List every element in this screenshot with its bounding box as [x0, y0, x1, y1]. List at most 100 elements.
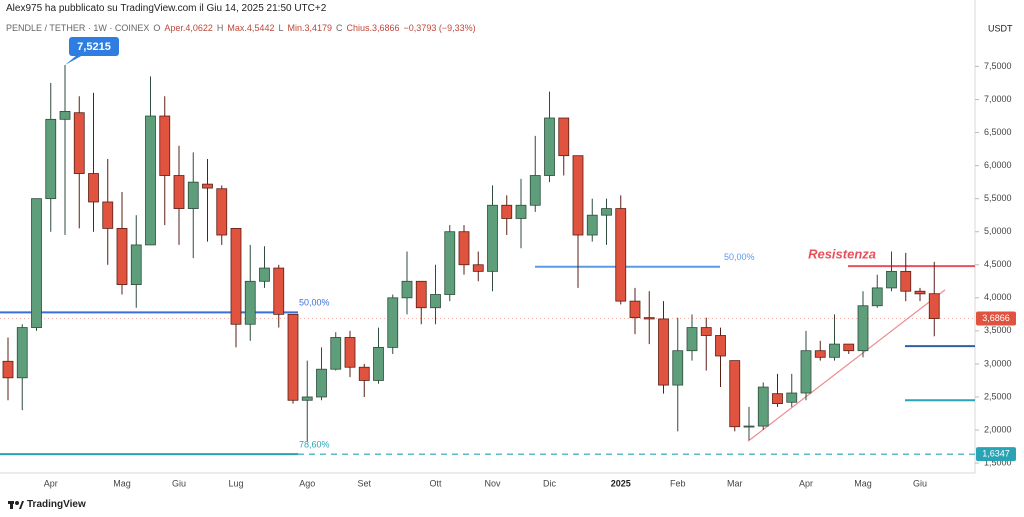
candle-body	[59, 110, 71, 120]
x-tick-label: Mag	[113, 478, 131, 488]
y-tick-label: 3,5000	[984, 325, 1012, 335]
candle-body	[914, 290, 926, 295]
candle-body	[202, 183, 213, 189]
y-tick-label: 7,5000	[984, 61, 1012, 71]
x-tick-label: Set	[357, 478, 371, 488]
price-label: 3,6866	[982, 313, 1010, 323]
x-tick-label: Nov	[484, 478, 501, 488]
level-label: 78,60%	[299, 440, 330, 450]
y-tick-label: 1,5000	[984, 457, 1012, 467]
candle-body	[700, 327, 712, 336]
ohlc-item: O	[153, 23, 161, 33]
price-label-box	[976, 311, 1016, 326]
candle-body	[287, 313, 299, 401]
y-tick-label: 6,0000	[984, 160, 1012, 170]
candle-body	[344, 337, 356, 368]
x-tick-label: Lug	[228, 478, 243, 488]
y-tick-label: 3,0000	[984, 358, 1012, 368]
candle-body	[187, 181, 199, 209]
candle-body	[843, 343, 855, 352]
candle-body	[558, 117, 570, 157]
high-label: 7,5215	[77, 41, 111, 53]
candle-body	[458, 231, 470, 266]
x-tick-label: Dic	[543, 478, 556, 488]
candle-body	[244, 280, 256, 325]
candle-body	[615, 208, 627, 302]
ohlc-item: Min.3,4179	[287, 23, 332, 33]
y-tick-label: 2,5000	[984, 391, 1012, 401]
candle-body	[686, 327, 698, 352]
candle-body	[130, 244, 142, 285]
candle-body	[16, 327, 28, 379]
ohlc-item: Max.4,5442	[227, 23, 275, 33]
x-tick-label: Apr	[799, 478, 813, 488]
y-tick-label: 6,5000	[984, 127, 1012, 137]
candle-body	[173, 175, 185, 209]
candle-body	[501, 204, 513, 219]
x-tick-label: Mar	[727, 478, 743, 488]
candle-body	[216, 188, 228, 236]
ohlc-item: Chius.3,6866	[346, 23, 400, 33]
candle-body	[672, 350, 684, 386]
candle-body	[871, 287, 883, 307]
y-tick-label: 7,0000	[984, 94, 1012, 104]
candle-body	[430, 294, 441, 309]
candle-body	[487, 204, 498, 272]
candle-body	[301, 396, 313, 401]
candle-body	[387, 297, 399, 348]
x-tick-label: Apr	[44, 478, 58, 488]
candle-body	[658, 318, 669, 386]
y-tick-label: 4,5000	[984, 259, 1012, 269]
candle-body	[729, 360, 741, 428]
high-label-pointer	[65, 55, 83, 66]
candle-body	[472, 264, 484, 272]
y-tick-label: 2,0000	[984, 424, 1012, 434]
price-label-box	[976, 447, 1016, 462]
candle-body	[31, 198, 42, 328]
candle-body	[829, 343, 840, 358]
candle-body	[715, 335, 726, 357]
candle-body	[159, 115, 171, 176]
y-tick-label: 5,0000	[984, 226, 1012, 236]
x-tick-label: Mag	[854, 478, 872, 488]
candle-body	[2, 360, 14, 379]
symbol-legend: PENDLE / TETHER · 1W · COINEX O Aper.4,062…	[6, 23, 476, 33]
ohlc-item: Aper.4,0622	[164, 23, 213, 33]
candle-body	[643, 317, 655, 320]
candle-body	[529, 175, 541, 206]
candle-body	[145, 115, 156, 246]
candle-body	[772, 393, 783, 404]
candle-body	[316, 368, 327, 398]
x-tick-label: Ott	[429, 478, 442, 488]
candle-body	[786, 392, 798, 403]
candle-body	[230, 228, 242, 325]
level-label: 50,00%	[299, 298, 330, 308]
x-tick-label: 2025	[611, 478, 631, 488]
x-tick-label: Ago	[299, 478, 315, 488]
trendline	[747, 289, 946, 442]
candle-body	[544, 117, 555, 176]
candle-body	[401, 280, 413, 299]
level-label: 50,00%	[724, 252, 755, 262]
x-tick-label: Giu	[913, 478, 927, 488]
ohlc-item: L	[278, 23, 284, 33]
publisher: Alex975 ha pubblicato su TradingView.com…	[6, 3, 327, 14]
candle-body	[358, 366, 370, 381]
x-tick-label: Giu	[172, 478, 186, 488]
candle-body	[45, 118, 57, 200]
candle-body	[73, 112, 85, 174]
symbol: PENDLE / TETHER · 1W · COINEX	[6, 23, 150, 33]
candle-body	[601, 208, 612, 216]
candle-body	[757, 386, 769, 427]
candle-body	[857, 305, 869, 352]
candle-body	[800, 350, 812, 394]
candle-body	[116, 228, 128, 285]
level-label: Resistenza	[808, 247, 876, 262]
candle-body	[629, 300, 641, 319]
logo-text: TradingView	[27, 499, 86, 510]
logo-icon	[8, 500, 24, 509]
candle-body	[572, 155, 584, 236]
candle-body	[88, 173, 99, 203]
